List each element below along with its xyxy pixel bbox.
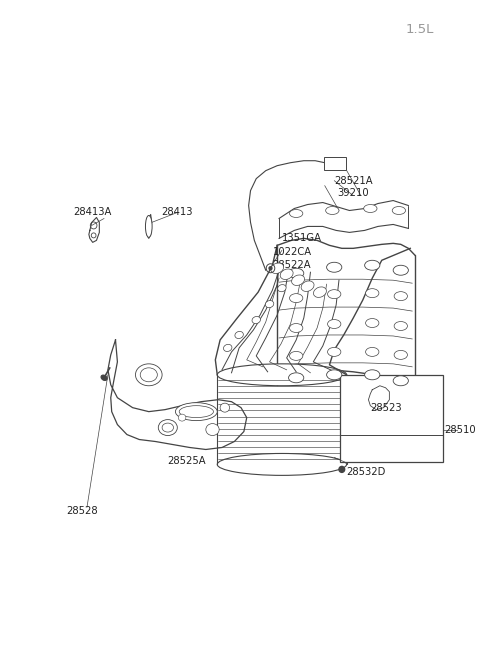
- Ellipse shape: [394, 350, 408, 360]
- Ellipse shape: [326, 370, 342, 380]
- Ellipse shape: [366, 289, 379, 297]
- Ellipse shape: [280, 269, 293, 280]
- Text: 28532D: 28532D: [347, 468, 386, 477]
- Ellipse shape: [366, 318, 379, 328]
- Ellipse shape: [325, 206, 339, 214]
- Ellipse shape: [265, 301, 274, 308]
- FancyBboxPatch shape: [324, 157, 346, 170]
- Ellipse shape: [289, 293, 303, 303]
- Ellipse shape: [271, 263, 284, 274]
- Text: 39210: 39210: [337, 187, 369, 198]
- Text: 1022CA: 1022CA: [273, 248, 312, 257]
- Ellipse shape: [179, 405, 214, 418]
- Ellipse shape: [289, 324, 303, 333]
- Ellipse shape: [301, 281, 314, 291]
- Ellipse shape: [366, 347, 379, 356]
- Ellipse shape: [288, 269, 304, 278]
- Ellipse shape: [101, 375, 107, 381]
- Ellipse shape: [217, 364, 347, 386]
- Ellipse shape: [217, 453, 347, 476]
- Ellipse shape: [364, 204, 377, 212]
- Text: 1351GA: 1351GA: [282, 233, 322, 244]
- Text: 28525A: 28525A: [168, 457, 206, 466]
- Ellipse shape: [178, 414, 186, 421]
- Ellipse shape: [278, 285, 286, 291]
- Ellipse shape: [327, 290, 341, 299]
- Text: 28522A: 28522A: [273, 260, 311, 271]
- Ellipse shape: [235, 331, 243, 339]
- Ellipse shape: [327, 320, 341, 329]
- Ellipse shape: [292, 275, 304, 286]
- Ellipse shape: [252, 316, 261, 324]
- Ellipse shape: [394, 322, 408, 331]
- Ellipse shape: [145, 215, 152, 237]
- Text: 28521A: 28521A: [334, 176, 373, 185]
- Ellipse shape: [288, 373, 304, 383]
- Ellipse shape: [135, 364, 162, 386]
- Ellipse shape: [175, 403, 217, 421]
- Ellipse shape: [158, 420, 177, 436]
- Ellipse shape: [313, 287, 326, 297]
- Ellipse shape: [289, 210, 303, 217]
- Ellipse shape: [140, 368, 157, 382]
- Ellipse shape: [327, 347, 341, 356]
- Ellipse shape: [326, 262, 342, 272]
- Circle shape: [269, 267, 272, 270]
- Circle shape: [339, 466, 345, 472]
- Ellipse shape: [393, 376, 408, 386]
- Text: 28413A: 28413A: [73, 208, 112, 217]
- Ellipse shape: [224, 345, 232, 352]
- Ellipse shape: [394, 291, 408, 301]
- Text: 28523: 28523: [370, 403, 401, 413]
- Ellipse shape: [393, 265, 408, 275]
- Ellipse shape: [206, 424, 219, 436]
- Ellipse shape: [220, 403, 229, 412]
- Ellipse shape: [365, 370, 380, 380]
- Ellipse shape: [162, 423, 173, 432]
- Text: 28510: 28510: [444, 424, 476, 434]
- Text: 28528: 28528: [66, 506, 97, 516]
- Ellipse shape: [365, 260, 380, 271]
- FancyBboxPatch shape: [340, 375, 443, 462]
- Ellipse shape: [289, 351, 303, 360]
- Text: 28413: 28413: [161, 208, 192, 217]
- Text: 1.5L: 1.5L: [406, 23, 434, 36]
- Ellipse shape: [392, 206, 406, 214]
